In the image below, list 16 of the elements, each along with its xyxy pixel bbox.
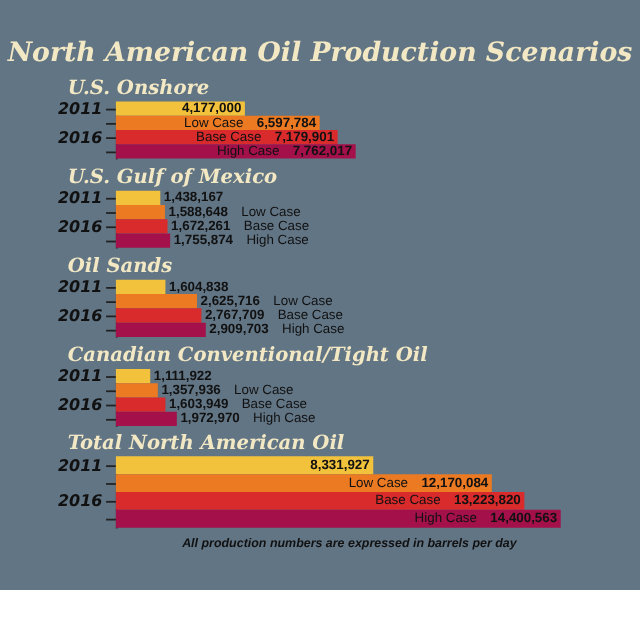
chart-title: Oil Sands xyxy=(67,255,174,278)
text: Canadian Conventional/Tight Oil xyxy=(67,344,429,367)
y-tick-label: 2011 xyxy=(57,100,103,119)
y-tick-label: 2016 xyxy=(57,217,104,236)
y-tick-label: 2016 xyxy=(57,128,104,147)
chart-title: Total North American Oil xyxy=(67,433,345,456)
y-tick-label: 2016 xyxy=(57,395,104,414)
y-tick-label: 2011 xyxy=(57,189,103,208)
y-tick-label: 2011 xyxy=(57,278,103,297)
y-tick-label: 2011 xyxy=(57,456,103,475)
y-tick-label: 2016 xyxy=(57,306,104,325)
y-tick-label: 2011 xyxy=(57,367,103,386)
chart-title: U.S. Gulf of Mexico xyxy=(67,166,279,189)
chart-title: North American Oil Production Scenarios xyxy=(5,37,634,70)
chart-subtitle: U.S. Onshore xyxy=(67,77,210,100)
y-tick-label: 2016 xyxy=(57,492,104,511)
